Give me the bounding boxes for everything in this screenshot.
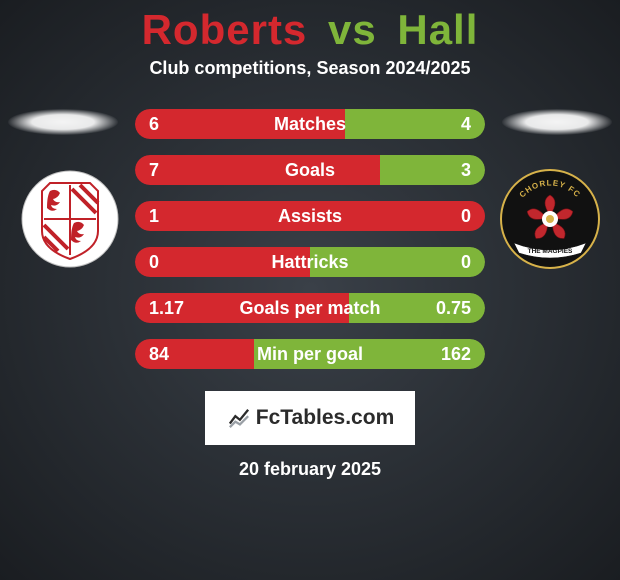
club-badge-left <box>20 169 120 269</box>
club-badge-right: CHORLEY FC THE MAGPIES <box>500 169 600 269</box>
subtitle: Club competitions, Season 2024/2025 <box>149 58 470 79</box>
banner-text: THE MAGPIES <box>528 248 573 255</box>
stat-label: Assists <box>135 206 485 227</box>
player2-silhouette-shadow <box>502 109 612 135</box>
date-text: 20 february 2025 <box>239 459 381 480</box>
stat-row: 0Hattricks0 <box>135 247 485 277</box>
shield-icon <box>20 169 120 269</box>
chart-icon <box>226 407 252 429</box>
stat-value-right: 0 <box>461 252 471 273</box>
stat-value-right: 162 <box>441 344 471 365</box>
content-wrapper: Roberts vs Hall Club competitions, Seaso… <box>0 0 620 580</box>
stat-label: Min per goal <box>135 344 485 365</box>
stat-value-right: 0.75 <box>436 298 471 319</box>
stat-row: 6Matches4 <box>135 109 485 139</box>
stat-value-right: 3 <box>461 160 471 181</box>
stat-row: 1.17Goals per match0.75 <box>135 293 485 323</box>
stat-value-right: 4 <box>461 114 471 135</box>
player1-silhouette-shadow <box>8 109 118 135</box>
stat-row: 84Min per goal162 <box>135 339 485 369</box>
player2-name: Hall <box>397 6 478 53</box>
vs-separator: vs <box>328 6 377 53</box>
stats-table: 6Matches47Goals31Assists00Hattricks01.17… <box>135 109 485 369</box>
player1-name: Roberts <box>142 6 308 53</box>
stat-label: Hattricks <box>135 252 485 273</box>
watermark-text: FcTables.com <box>256 406 395 430</box>
stat-value-right: 0 <box>461 206 471 227</box>
comparison-title: Roberts vs Hall <box>142 6 479 54</box>
stat-label: Goals per match <box>135 298 485 319</box>
stat-row: 7Goals3 <box>135 155 485 185</box>
club-crest-icon: CHORLEY FC THE MAGPIES <box>500 169 600 269</box>
comparison-body: CHORLEY FC THE MAGPIES <box>0 109 620 369</box>
stat-label: Matches <box>135 114 485 135</box>
stat-label: Goals <box>135 160 485 181</box>
stat-row: 1Assists0 <box>135 201 485 231</box>
watermark: FcTables.com <box>205 391 415 445</box>
